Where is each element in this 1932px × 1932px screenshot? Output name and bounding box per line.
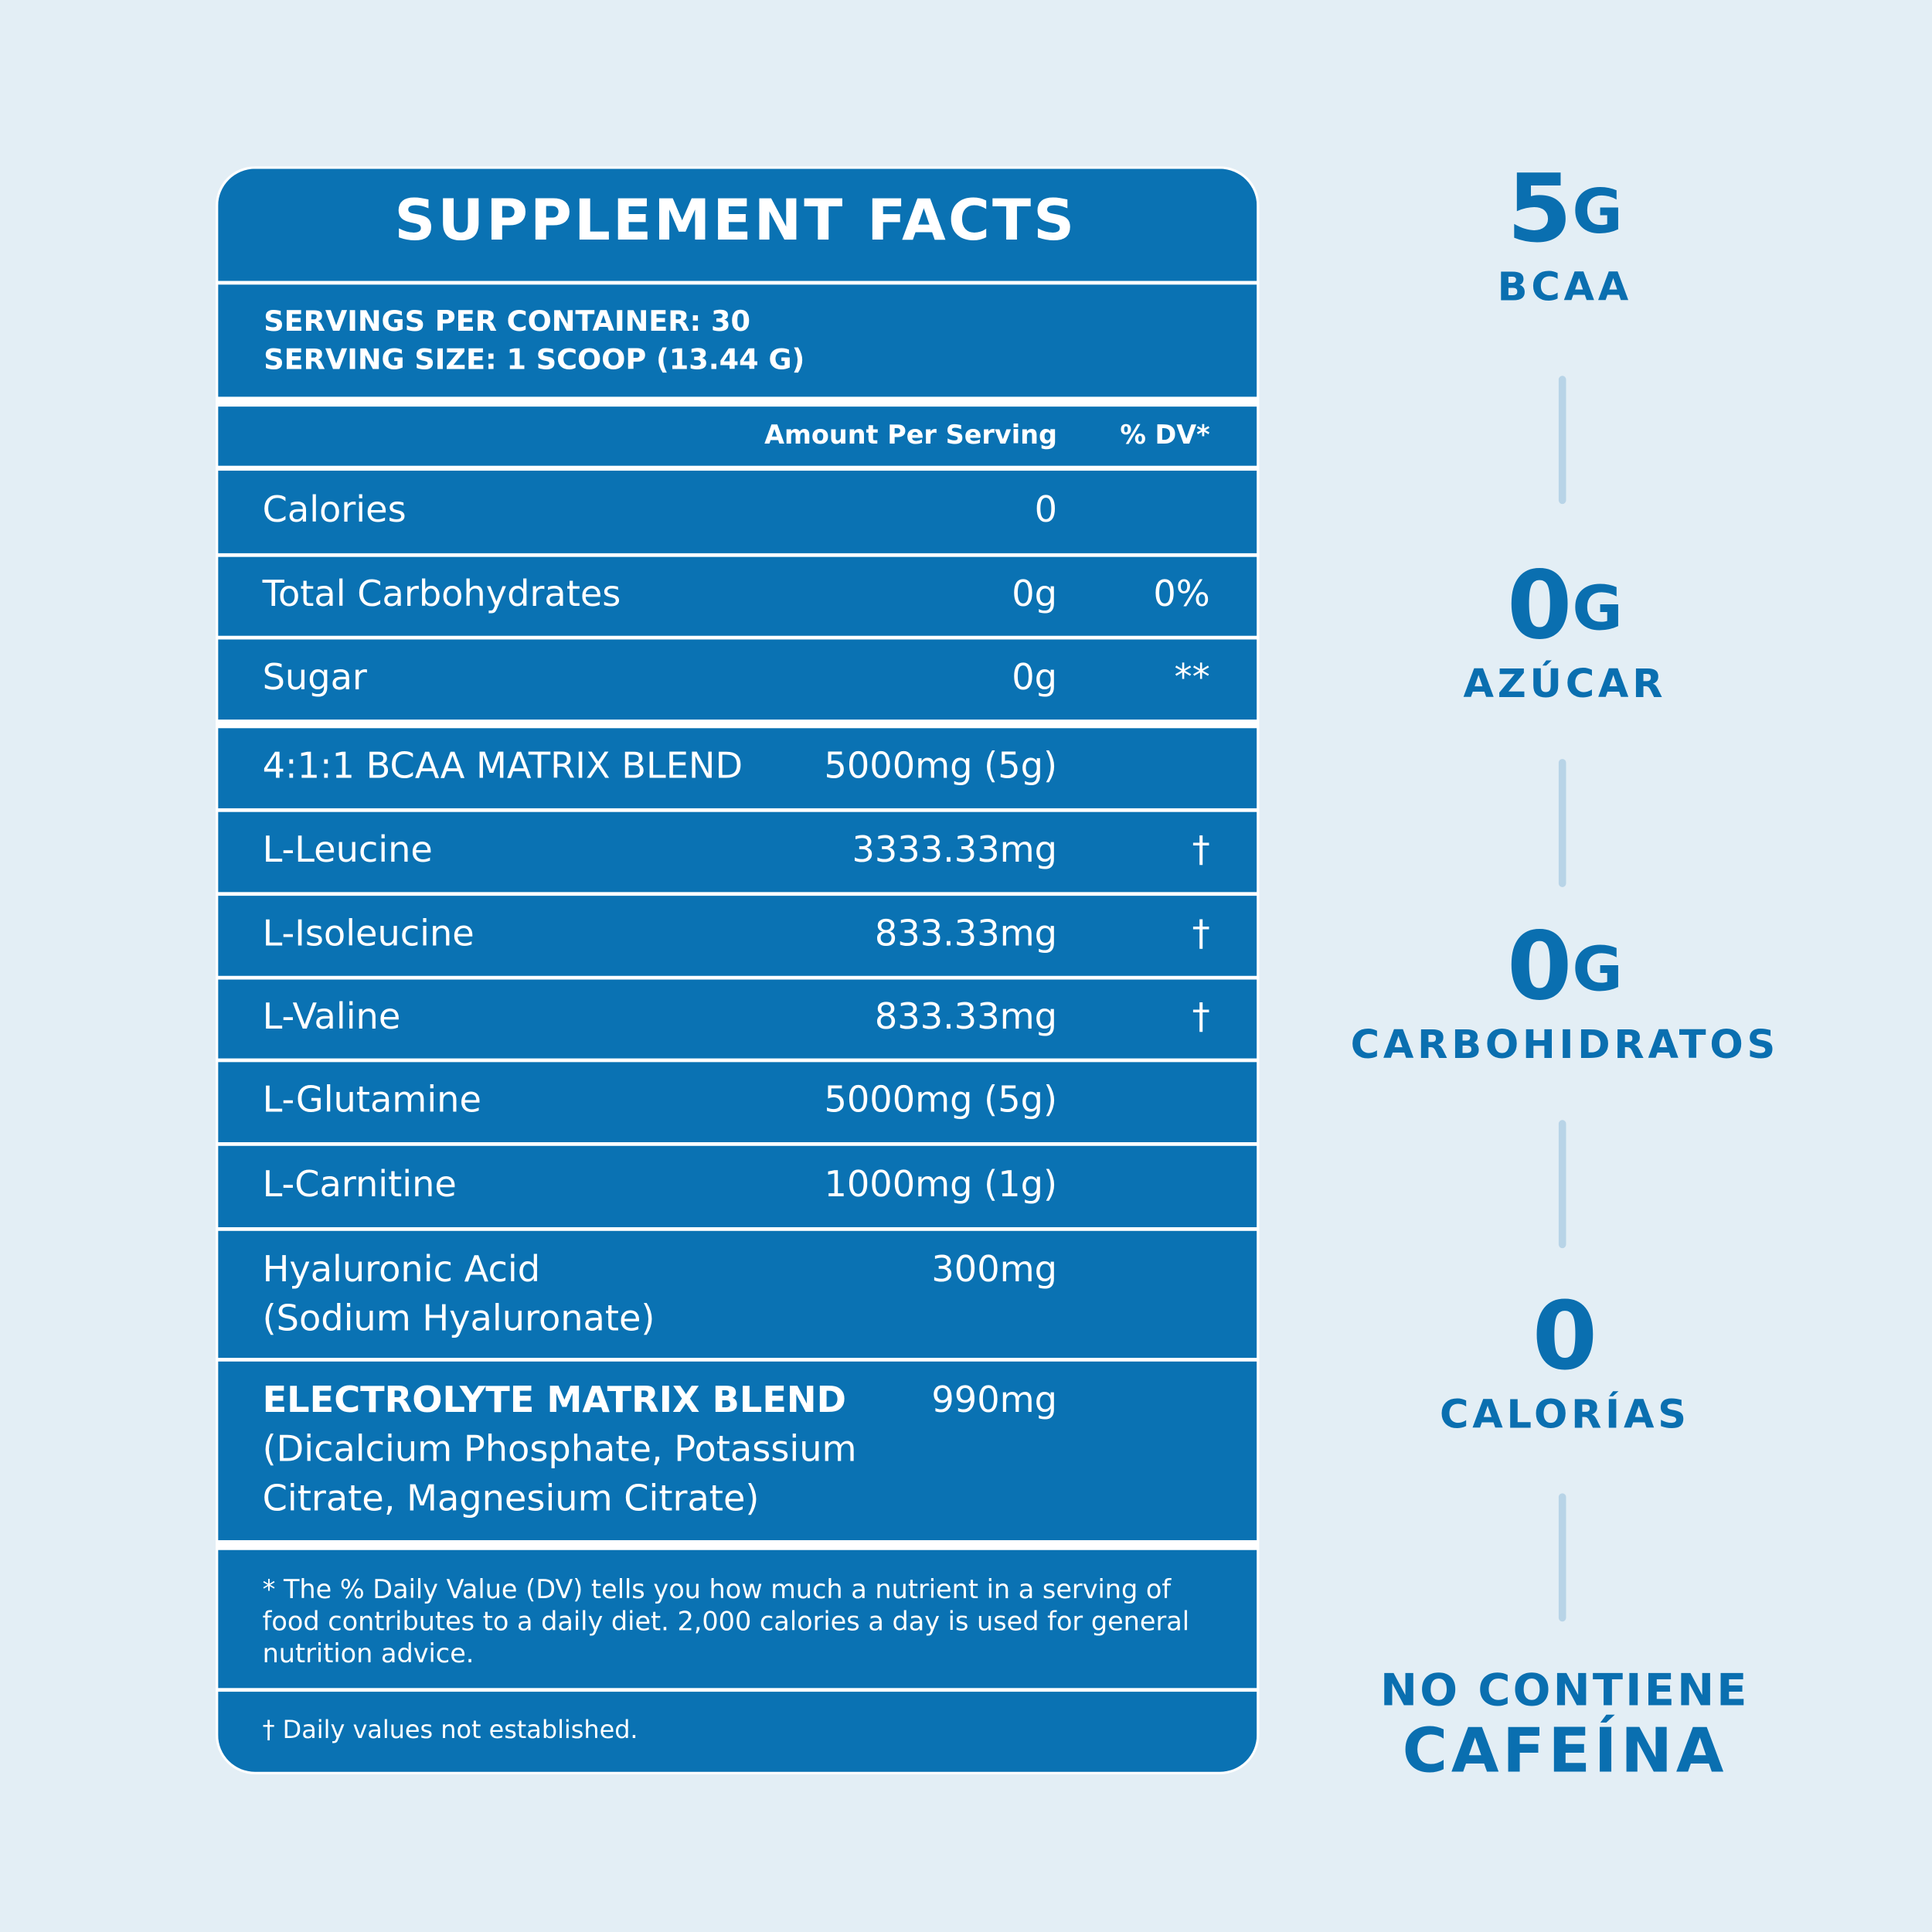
highlight-label: AZÚCAR xyxy=(1463,660,1666,707)
footnote: † Daily values not established. xyxy=(263,1715,638,1744)
nutrient-amount: 5000mg (5g) xyxy=(825,745,1057,787)
highlight-value: 0G xyxy=(1507,913,1623,1022)
title: SUPPLEMENT FACTS xyxy=(394,188,1077,253)
nutrient-amount: 1000mg (1g) xyxy=(825,1163,1057,1205)
nutrient-name: 4:1:1 BCAA MATRIX BLEND xyxy=(263,745,743,787)
nutrient-name: Hyaluronic Acid xyxy=(263,1248,540,1290)
column-header: % DV* xyxy=(1120,420,1209,450)
column-header-band xyxy=(218,406,1257,466)
nutrient-dv: † xyxy=(1192,828,1210,870)
nutrient-row xyxy=(218,811,1257,893)
nutrient-dv: † xyxy=(1192,995,1210,1037)
facts-card: SUPPLEMENT FACTS SERVINGS PER CONTAINER: … xyxy=(218,168,1257,1772)
nutrient-dv: † xyxy=(1192,912,1210,954)
nutrient-row xyxy=(218,1230,1257,1359)
nutrient-name: Calories xyxy=(263,488,406,530)
nutrient-name: Citrate, Magnesium Citrate) xyxy=(263,1477,760,1519)
title-band xyxy=(218,168,1257,281)
nutrient-name: L-Leucine xyxy=(263,828,433,870)
highlight-label: BCAA xyxy=(1498,265,1632,311)
serving-info: SERVING SIZE: 1 SCOOP (13.44 G) xyxy=(264,343,804,376)
nutrient-row xyxy=(218,1145,1257,1228)
nutrient-amount: 833.33mg xyxy=(875,995,1057,1037)
nutrient-amount: 300mg xyxy=(931,1248,1057,1290)
nutrient-name: L-Valine xyxy=(263,995,401,1037)
value: 5 xyxy=(1507,155,1572,264)
nutrient-dv: 0% xyxy=(1153,573,1209,614)
nutrient-row xyxy=(218,1062,1257,1142)
highlight-value: 0 xyxy=(1532,1282,1597,1391)
nutrient-row xyxy=(218,896,1257,976)
footnote-band xyxy=(218,1692,1257,1772)
value: 0 xyxy=(1532,1282,1597,1391)
value: 0 xyxy=(1507,913,1572,1022)
nutrient-amount: 3333.33mg xyxy=(852,828,1057,870)
footnote-band xyxy=(218,1549,1257,1689)
nutrient-row xyxy=(218,728,1257,808)
badge-line: NO CONTIENE xyxy=(1380,1664,1750,1716)
nutrient-name: L-Isoleucine xyxy=(263,912,474,954)
nutrient-name: (Sodium Hyaluronate) xyxy=(263,1298,655,1339)
badge-line: CAFEÍNA xyxy=(1403,1713,1728,1786)
footnote: nutrition advice. xyxy=(263,1638,474,1668)
highlight-value: 5G xyxy=(1507,155,1623,264)
footnote: food contributes to a daily diet. 2,000 … xyxy=(263,1606,1189,1636)
nutrient-row xyxy=(218,471,1257,553)
value: 0 xyxy=(1507,552,1572,661)
nutrient-name: Sugar xyxy=(263,656,367,698)
nutrient-amount: 833.33mg xyxy=(875,912,1057,954)
nutrient-dv: ** xyxy=(1174,656,1209,698)
nutrient-amount: 0g xyxy=(1012,656,1057,698)
highlight-label: CALORÍAS xyxy=(1440,1391,1690,1438)
unit: G xyxy=(1572,175,1622,247)
highlights: 5GBCAA0GAZÚCAR0GCARBOHIDRATOS0CALORÍASNO… xyxy=(1351,155,1779,1786)
serving-info: SERVINGS PER CONTAINER: 30 xyxy=(264,304,750,338)
nutrient-amount: 0 xyxy=(1035,488,1057,530)
nutrient-amount: 5000mg (5g) xyxy=(825,1079,1057,1121)
highlight-label: CARBOHIDRATOS xyxy=(1351,1022,1779,1068)
nutrient-name: (Dicalcium Phosphate, Potassium xyxy=(263,1428,857,1470)
nutrient-name: L-Carnitine xyxy=(263,1163,457,1205)
unit: G xyxy=(1572,934,1622,1005)
nutrient-row xyxy=(218,979,1257,1059)
servings-band xyxy=(218,284,1257,397)
highlight-value: 0G xyxy=(1507,552,1623,661)
footnote: * The % Daily Value (DV) tells you how m… xyxy=(263,1574,1172,1604)
nutrient-amount: 0g xyxy=(1012,573,1057,614)
nutrient-row xyxy=(218,556,1257,636)
nutrient-amount: 990mg xyxy=(931,1379,1057,1420)
nutrient-name: Total Carbohydrates xyxy=(262,573,621,614)
nutrient-row xyxy=(218,639,1257,720)
nutrient-name: L-Glutamine xyxy=(263,1079,481,1121)
column-header: Amount Per Serving xyxy=(764,420,1057,450)
nutrient-row xyxy=(218,1361,1257,1540)
unit: G xyxy=(1572,572,1622,644)
nutrient-name: ELECTROLYTE MATRIX BLEND xyxy=(263,1379,846,1420)
